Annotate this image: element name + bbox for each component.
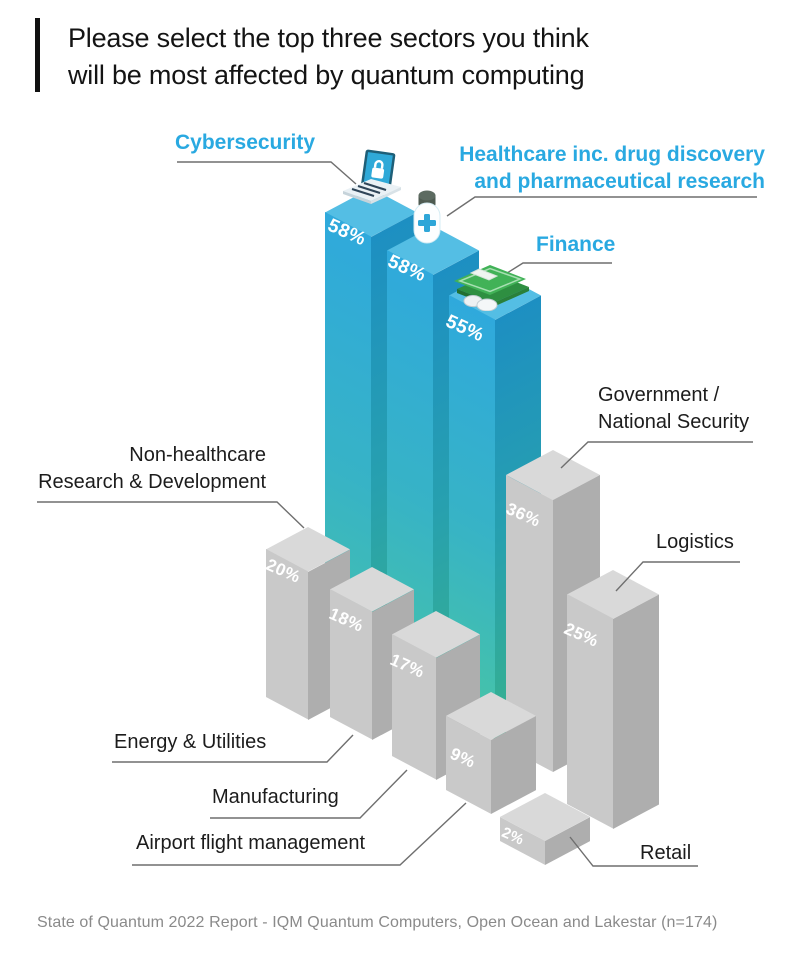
- laptop-lock-icon: [343, 149, 401, 204]
- label-logistics: Logistics: [656, 531, 734, 553]
- page-title: Please select the top three sectors you …: [68, 23, 589, 90]
- label-manufacturing: Manufacturing: [212, 786, 339, 808]
- leader-line-government: [560, 441, 753, 469]
- leader-line-cybersecurity: [177, 161, 357, 185]
- leader-line-non-healthcare-rd: [37, 501, 305, 529]
- label-energy-utilities: Energy & Utilities: [114, 731, 267, 753]
- label-healthcare: Healthcare inc. drug discovery and pharm…: [459, 143, 765, 193]
- label-retail: Retail: [640, 842, 692, 864]
- label-cybersecurity: Cybersecurity: [175, 131, 316, 154]
- money-stack-icon: [454, 265, 529, 311]
- source-note: State of Quantum 2022 Report - IQM Quant…: [37, 914, 718, 931]
- label-finance: Finance: [536, 233, 616, 256]
- label-non-healthcare-rd: Non-healthcare Research & Development: [38, 444, 266, 493]
- leader-line-healthcare: [446, 196, 757, 217]
- medicine-bottle-icon: [413, 190, 441, 244]
- title-accent-bar: [35, 18, 40, 92]
- label-government: Government / National Security: [598, 384, 750, 433]
- bar-right-face: [613, 594, 659, 829]
- label-airport: Airport flight management: [136, 832, 366, 854]
